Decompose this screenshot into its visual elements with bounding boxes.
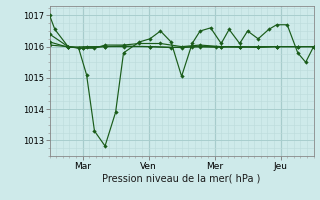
- X-axis label: Pression niveau de la mer( hPa ): Pression niveau de la mer( hPa ): [102, 173, 261, 183]
